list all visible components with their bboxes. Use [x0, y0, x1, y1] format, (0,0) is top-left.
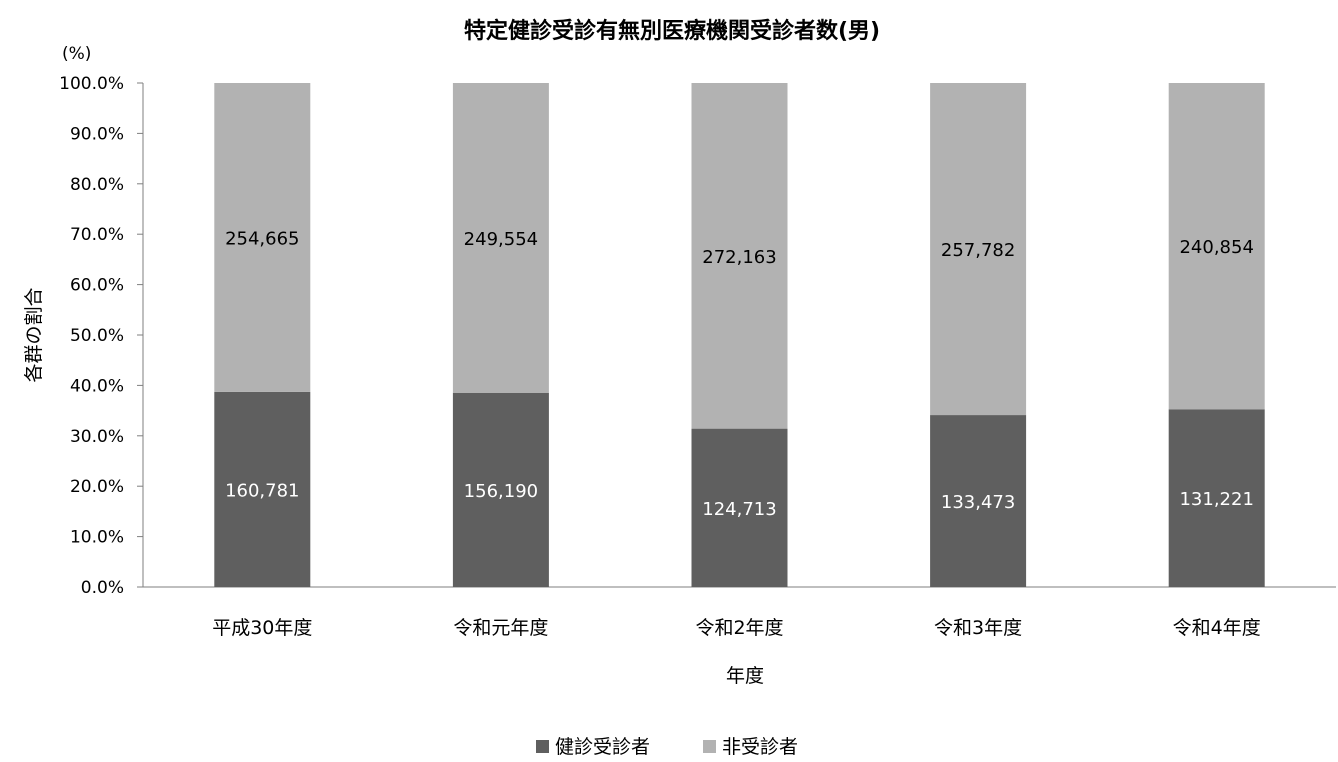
y-unit-label: (%) [62, 44, 91, 64]
x-tick-label: 令和元年度 [453, 617, 548, 639]
bar-group [214, 83, 1265, 587]
bar-segment [1168, 83, 1265, 410]
data-label: 131,221 [1179, 489, 1253, 510]
data-label: 272,163 [702, 247, 776, 268]
x-axis: 平成30年度 令和元年度 令和2年度 令和3年度 令和4年度 [143, 586, 1336, 639]
bar-segment [452, 83, 549, 393]
y-tick-label: 90.0% [70, 124, 124, 144]
y-axis: 0.0% 10.0% 20.0% 30.0% 40.0% 50.0% 60.0% 70.0% 8… [59, 74, 144, 598]
y-tick-label: 40.0% [70, 376, 124, 396]
x-tick-label: 令和3年度 [934, 617, 1022, 639]
x-axis-title: 年度 [726, 665, 764, 687]
data-label: 240,854 [1179, 237, 1253, 258]
x-tick-label: 令和2年度 [695, 617, 783, 639]
legend: 健診受診者 非受診者 [536, 736, 798, 758]
legend-swatch [703, 740, 716, 753]
bar-segment [691, 83, 788, 429]
y-axis-title: 各群の割合 [23, 287, 45, 382]
y-tick-label: 30.0% [70, 427, 124, 447]
data-label: 160,781 [225, 480, 299, 501]
legend-swatch [536, 740, 549, 753]
bar-segment [214, 391, 311, 587]
y-tick-label: 10.0% [70, 528, 124, 548]
y-tick-label: 80.0% [70, 175, 124, 195]
data-label: 133,473 [941, 492, 1015, 513]
data-label: 156,190 [464, 481, 538, 502]
y-tick-label: 60.0% [70, 276, 124, 296]
y-tick-label: 50.0% [70, 326, 124, 346]
data-label: 254,665 [225, 228, 299, 249]
x-tick-label: 平成30年度 [212, 617, 312, 639]
legend-label: 健診受診者 [555, 736, 650, 758]
chart-title: 特定健診受診有無別医療機関受診者数(男) [464, 18, 880, 44]
data-label: 257,782 [941, 240, 1015, 261]
y-tick-label: 0.0% [81, 578, 124, 598]
bar-segment [452, 392, 549, 587]
data-label-group: 160,781 254,665 156,190 249,554 124,713 272,1… [225, 228, 1254, 519]
bar-segment [930, 415, 1027, 587]
data-label: 249,554 [464, 229, 538, 250]
bar-segment [691, 428, 788, 587]
bar-segment [1168, 409, 1265, 587]
x-tick-label: 令和4年度 [1173, 617, 1261, 639]
data-label: 124,713 [702, 499, 776, 520]
y-tick-label: 70.0% [70, 225, 124, 245]
y-tick-label: 20.0% [70, 477, 124, 497]
y-tick-label: 100.0% [59, 74, 124, 94]
bar-segment [930, 83, 1027, 416]
legend-label: 非受診者 [722, 736, 798, 758]
bar-segment [214, 83, 311, 392]
